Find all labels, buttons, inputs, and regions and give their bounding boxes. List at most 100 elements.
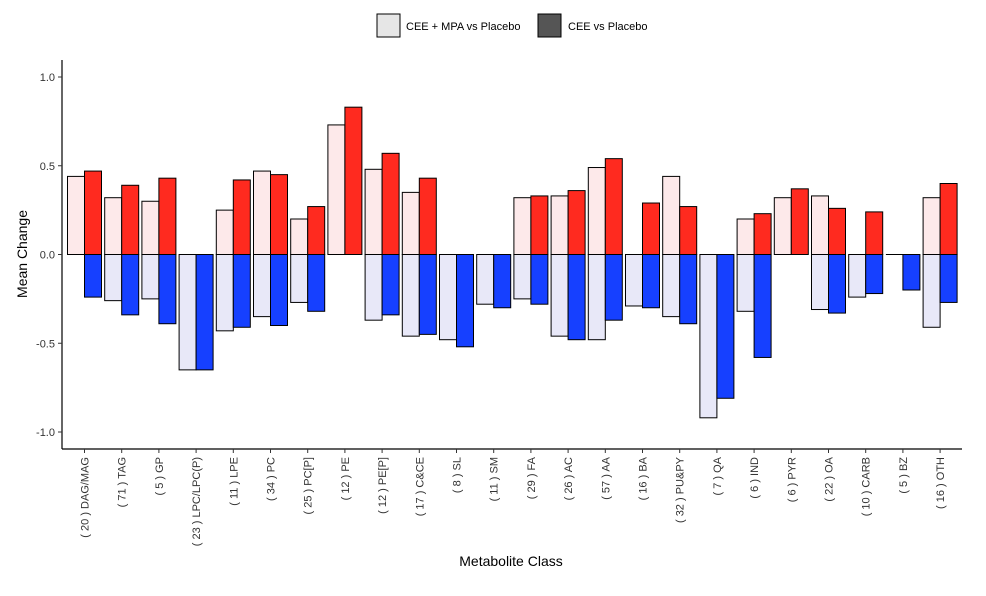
bar-cee-mpa-negative-57-aa bbox=[587, 254, 606, 341]
x-tick-label-12-pe-p: ( 12 ) PE[P] bbox=[377, 457, 389, 514]
bar-cee-negative-16-ba bbox=[642, 254, 660, 309]
legend-label-cee: CEE vs Placebo bbox=[568, 21, 647, 33]
bar-cee-mpa-negative-23-lpc-lpc-p bbox=[178, 254, 197, 371]
bar-cee-positive-6-ind bbox=[753, 213, 772, 256]
bar-cee-mpa-positive-32-pu-py bbox=[662, 175, 681, 255]
bar-cee-mpa-negative-34-pc bbox=[253, 254, 271, 318]
bar-cee-positive-16-ba bbox=[642, 202, 660, 255]
bar-cee-mpa-negative-22-oa bbox=[811, 254, 829, 311]
bars bbox=[67, 106, 958, 419]
bar-cee-positive-34-pc bbox=[270, 174, 288, 255]
bar-cee-mpa-positive-57-aa bbox=[587, 167, 606, 255]
y-tick-label: -0.5 bbox=[36, 338, 55, 350]
bar-cee-negative-17-c-ce bbox=[418, 254, 437, 335]
x-tick-label-20-dag-mag: ( 20 ) DAG/MAG bbox=[80, 457, 92, 538]
bar-cee-positive-57-aa bbox=[604, 158, 623, 255]
bar-cee-negative-32-pu-py bbox=[679, 254, 698, 325]
x-tick-label-16-oth: ( 16 ) OTH bbox=[935, 457, 947, 509]
bar-cee-mpa-negative-8-sl bbox=[439, 254, 457, 341]
y-tick-label: 0.0 bbox=[40, 250, 55, 262]
x-tick-label-10-carb: ( 10 ) CARB bbox=[861, 457, 873, 516]
x-tick-label-16-ba: ( 16 ) BA bbox=[638, 456, 650, 500]
x-tick-label-11-lpe: ( 11 ) LPE bbox=[228, 457, 240, 506]
x-ticks: ( 20 ) DAG/MAG ( 71 ) TAG ( 5 ) GP ( 23 ) L… bbox=[80, 449, 947, 546]
x-tick-label-26-ac: ( 26 ) AC bbox=[563, 457, 575, 500]
bar-cee-mpa-negative-10-carb bbox=[848, 254, 867, 298]
bar-cee-positive-25-pc-p bbox=[307, 206, 326, 255]
legend-label-cee-mpa: CEE + MPA vs Placebo bbox=[406, 21, 520, 33]
bar-cee-mpa-negative-5-gp bbox=[141, 254, 160, 300]
bar-cee-negative-7-qa bbox=[716, 254, 735, 399]
bar-cee-negative-10-carb bbox=[865, 254, 884, 295]
bar-cee-negative-25-pc-p bbox=[307, 254, 326, 312]
bar-cee-positive-6-pyr bbox=[790, 188, 809, 255]
x-tick-label-5-gp: ( 5 ) GP bbox=[154, 457, 166, 496]
bar-cee-positive-29-fa bbox=[530, 195, 549, 256]
bar-cee-mpa-negative-7-qa bbox=[699, 254, 718, 419]
bar-cee-mpa-negative-16-ba bbox=[625, 254, 643, 307]
bar-cee-negative-6-ind bbox=[753, 254, 772, 358]
bar-cee-negative-20-dag-mag bbox=[84, 254, 102, 298]
bar-cee-mpa-negative-16-oth bbox=[922, 254, 941, 328]
bar-cee-mpa-positive-16-oth bbox=[922, 197, 941, 255]
y-tick-label: -1.0 bbox=[36, 427, 55, 439]
x-tick-label-23-lpc-lpc-p: ( 23 ) LPC/LPC(P) bbox=[191, 457, 203, 546]
bar-cee-mpa-positive-11-lpe bbox=[215, 209, 234, 255]
y-axis-title: Mean Change bbox=[14, 210, 30, 298]
bar-cee-negative-71-tag bbox=[121, 254, 140, 316]
bar-cee-mpa-positive-71-tag bbox=[104, 197, 123, 255]
legend-swatch-cee bbox=[537, 13, 562, 38]
bar-cee-positive-22-oa bbox=[828, 207, 846, 256]
bar-cee-mpa-negative-17-c-ce bbox=[401, 254, 420, 337]
bar-cee-mpa-negative-26-ac bbox=[550, 254, 569, 337]
bar-cee-mpa-negative-11-sm bbox=[476, 254, 495, 305]
bar-cee-negative-34-pc bbox=[270, 254, 288, 326]
x-tick-label-6-ind: ( 6 ) IND bbox=[749, 457, 761, 499]
bar-cee-mpa-negative-32-pu-py bbox=[662, 254, 681, 318]
x-tick-label-57-aa: ( 57 ) AA bbox=[600, 456, 612, 499]
bar-cee-positive-26-ac bbox=[567, 190, 586, 256]
bar-cee-mpa-positive-26-ac bbox=[550, 195, 569, 256]
x-tick-label-71-tag: ( 71 ) TAG bbox=[117, 457, 129, 507]
bar-cee-negative-29-fa bbox=[530, 254, 549, 305]
bar-cee-positive-20-dag-mag bbox=[84, 170, 102, 255]
bar-cee-negative-5-bz bbox=[902, 254, 921, 291]
bar-cee-mpa-positive-6-ind bbox=[736, 218, 755, 255]
bar-cee-mpa-positive-29-fa bbox=[513, 197, 532, 255]
bar-cee-negative-8-sl bbox=[456, 254, 474, 348]
bar-cee-mpa-positive-5-gp bbox=[141, 200, 160, 255]
bar-cee-negative-16-oth bbox=[939, 254, 958, 303]
bar-cee-negative-22-oa bbox=[828, 254, 846, 314]
bar-cee-negative-5-gp bbox=[158, 254, 177, 325]
y-tick-label: 0.5 bbox=[40, 161, 55, 173]
x-tick-label-32-pu-py: ( 32 ) PU&PY bbox=[675, 456, 687, 523]
x-tick-label-22-oa: ( 22 ) OA bbox=[824, 456, 836, 501]
bar-cee-mpa-positive-34-pc bbox=[253, 170, 271, 255]
x-tick-label-11-sm: ( 11 ) SM bbox=[489, 457, 501, 501]
bar-cee-negative-57-aa bbox=[604, 254, 623, 321]
x-axis-title: Metabolite Class bbox=[459, 553, 563, 569]
x-tick-label-25-pc-p: ( 25 ) PC[P] bbox=[303, 457, 315, 514]
y-tick-label: 1.0 bbox=[40, 72, 55, 84]
bar-cee-negative-12-pe-p bbox=[381, 254, 400, 316]
bar-cee-negative-11-sm bbox=[493, 254, 512, 309]
bar-cee-positive-71-tag bbox=[121, 184, 140, 255]
bar-cee-positive-11-lpe bbox=[232, 179, 251, 255]
bar-cee-mpa-positive-6-pyr bbox=[773, 197, 792, 255]
bar-cee-mpa-negative-29-fa bbox=[513, 254, 532, 300]
x-tick-label-34-pc: ( 34 ) PC bbox=[266, 457, 278, 501]
x-tick-label-29-fa: ( 29 ) FA bbox=[526, 456, 538, 499]
bar-cee-mpa-positive-20-dag-mag bbox=[67, 175, 85, 255]
bar-cee-mpa-positive-12-pe bbox=[327, 124, 346, 255]
x-tick-label-5-bz: ( 5 ) BZ bbox=[898, 457, 910, 494]
x-tick-label-12-pe: ( 12 ) PE bbox=[340, 457, 352, 500]
bar-cee-negative-11-lpe bbox=[232, 254, 251, 328]
bar-cee-positive-16-oth bbox=[939, 183, 958, 255]
bar-cee-mpa-negative-25-pc-p bbox=[290, 254, 309, 303]
bar-cee-mpa-negative-6-ind bbox=[736, 254, 755, 312]
bar-cee-negative-26-ac bbox=[567, 254, 586, 341]
legend: CEE + MPA vs Placebo CEE vs Placebo bbox=[376, 13, 647, 38]
bar-cee-mpa-positive-22-oa bbox=[811, 195, 829, 256]
x-tick-label-8-sl: ( 8 ) SL bbox=[452, 457, 464, 493]
